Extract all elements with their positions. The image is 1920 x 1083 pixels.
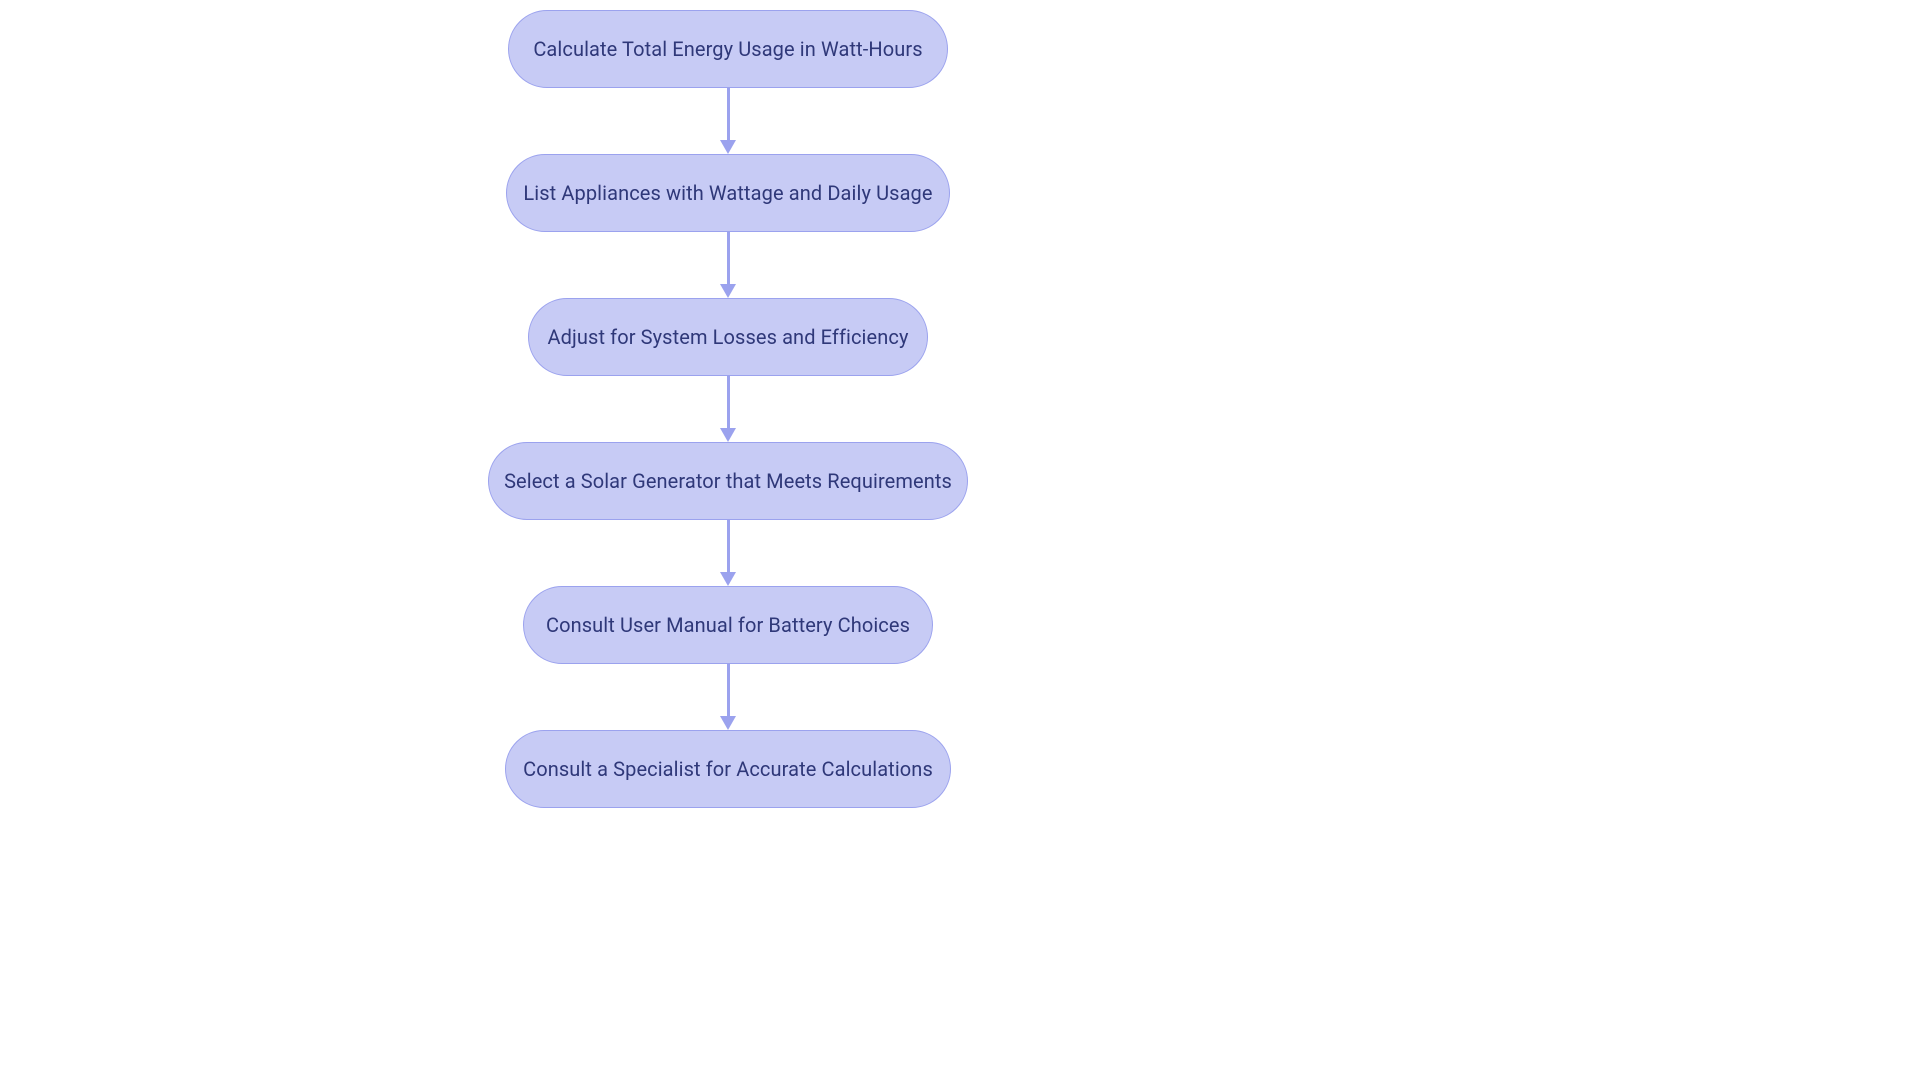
flow-arrow-head-2	[720, 428, 736, 442]
flow-arrow-head-3	[720, 572, 736, 586]
flow-node-0: Calculate Total Energy Usage in Watt-Hou…	[508, 10, 948, 88]
flow-node-2: Adjust for System Losses and Efficiency	[528, 298, 928, 376]
flow-node-4: Consult User Manual for Battery Choices	[523, 586, 933, 664]
flow-node-3: Select a Solar Generator that Meets Requ…	[488, 442, 968, 520]
flow-arrow-head-1	[720, 284, 736, 298]
flow-node-label: List Appliances with Wattage and Daily U…	[523, 181, 932, 205]
flow-node-label: Consult User Manual for Battery Choices	[546, 613, 910, 637]
flow-arrow-line-0	[727, 88, 730, 140]
flow-node-1: List Appliances with Wattage and Daily U…	[506, 154, 950, 232]
flowchart-canvas: Calculate Total Energy Usage in Watt-Hou…	[0, 0, 1920, 1083]
flow-arrow-line-1	[727, 232, 730, 284]
flow-arrow-head-4	[720, 716, 736, 730]
flow-node-label: Consult a Specialist for Accurate Calcul…	[523, 757, 933, 781]
flow-arrow-line-2	[727, 376, 730, 428]
flow-node-5: Consult a Specialist for Accurate Calcul…	[505, 730, 951, 808]
flow-node-label: Adjust for System Losses and Efficiency	[547, 325, 908, 349]
flow-arrow-line-4	[727, 664, 730, 716]
flow-arrow-line-3	[727, 520, 730, 572]
flow-arrow-head-0	[720, 140, 736, 154]
flow-node-label: Calculate Total Energy Usage in Watt-Hou…	[533, 37, 922, 61]
flow-node-label: Select a Solar Generator that Meets Requ…	[504, 469, 952, 493]
